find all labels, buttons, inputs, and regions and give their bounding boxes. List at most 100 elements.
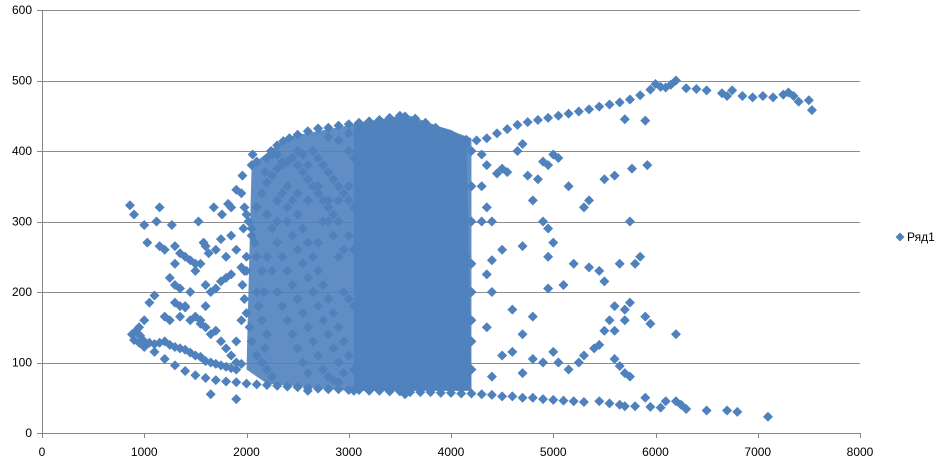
data-point <box>379 287 390 297</box>
data-point <box>323 384 334 395</box>
data-point <box>568 396 579 407</box>
data-point <box>430 122 441 133</box>
data-point <box>446 387 456 398</box>
data-point <box>517 241 528 252</box>
data-point <box>313 350 324 361</box>
data-point <box>538 357 549 368</box>
data-point <box>451 133 462 144</box>
data-point <box>333 322 344 333</box>
data-point <box>619 315 630 326</box>
data-point <box>180 365 191 376</box>
data-point <box>151 216 162 227</box>
data-point <box>440 163 451 174</box>
data-point <box>261 380 272 391</box>
data-point <box>793 96 804 107</box>
data-point <box>164 272 175 283</box>
data-point <box>425 230 436 241</box>
data-point <box>203 248 214 259</box>
data-point <box>747 92 758 103</box>
data-point <box>670 75 681 86</box>
data-point <box>359 258 370 269</box>
data-point <box>394 160 405 171</box>
data-point <box>619 304 630 315</box>
data-point <box>134 322 145 333</box>
data-point <box>670 329 681 340</box>
data-point <box>246 336 257 347</box>
data-point <box>302 322 313 333</box>
data-point <box>231 364 242 375</box>
data-point <box>399 167 410 178</box>
data-point <box>410 181 421 192</box>
data-point <box>261 329 272 340</box>
data-point <box>584 262 595 273</box>
data-point <box>256 315 267 326</box>
data-point <box>415 387 426 398</box>
data-point <box>502 124 513 135</box>
data-point <box>538 156 549 167</box>
data-point <box>604 398 615 409</box>
data-point <box>343 119 354 130</box>
data-point <box>410 113 421 124</box>
data-point <box>166 220 177 231</box>
data-point <box>394 195 405 206</box>
data-point <box>267 371 278 382</box>
data-point <box>249 237 260 248</box>
data-point <box>379 343 390 354</box>
data-point <box>446 156 456 167</box>
data-point <box>435 216 446 227</box>
data-point <box>348 301 359 312</box>
data-point <box>532 174 543 185</box>
data-point <box>405 378 416 389</box>
data-point <box>210 244 221 255</box>
data-point <box>251 379 262 390</box>
data-point <box>435 322 446 333</box>
data-point <box>609 301 620 312</box>
data-point <box>563 364 574 375</box>
data-point <box>246 223 257 234</box>
data-point <box>221 251 232 262</box>
data-point <box>374 385 385 396</box>
data-point <box>292 209 303 220</box>
data-point <box>599 276 610 287</box>
data-point <box>318 315 329 326</box>
data-point <box>343 128 354 139</box>
data-point <box>594 101 605 112</box>
data-point <box>328 230 339 241</box>
data-point <box>384 386 395 397</box>
data-point <box>630 401 641 412</box>
data-point <box>548 149 559 160</box>
data-point <box>727 85 738 96</box>
data-point <box>374 135 385 146</box>
data-point <box>737 91 748 102</box>
data-point <box>149 290 160 301</box>
data-point <box>364 195 375 206</box>
data-point <box>405 230 416 241</box>
data-point <box>640 115 651 126</box>
data-point <box>681 83 692 94</box>
data-point <box>461 308 472 319</box>
data-point <box>492 128 503 139</box>
data-point <box>486 371 497 382</box>
data-point <box>389 258 400 269</box>
data-point <box>272 380 283 391</box>
data-point <box>425 258 436 269</box>
data-point <box>691 83 702 94</box>
data-point <box>762 411 773 422</box>
data-point <box>287 195 298 206</box>
data-point <box>461 251 472 262</box>
data-point <box>190 265 201 276</box>
data-point <box>241 265 252 276</box>
data-point <box>425 350 436 361</box>
data-point <box>476 389 487 400</box>
data-point <box>517 138 528 149</box>
data-point <box>384 146 395 156</box>
data-point <box>241 378 252 389</box>
data-point <box>481 322 492 333</box>
data-point <box>318 364 329 375</box>
data-point <box>282 381 293 392</box>
data-point <box>803 95 814 106</box>
data-point <box>456 388 467 399</box>
data-point <box>129 209 140 220</box>
data-point <box>364 223 375 234</box>
